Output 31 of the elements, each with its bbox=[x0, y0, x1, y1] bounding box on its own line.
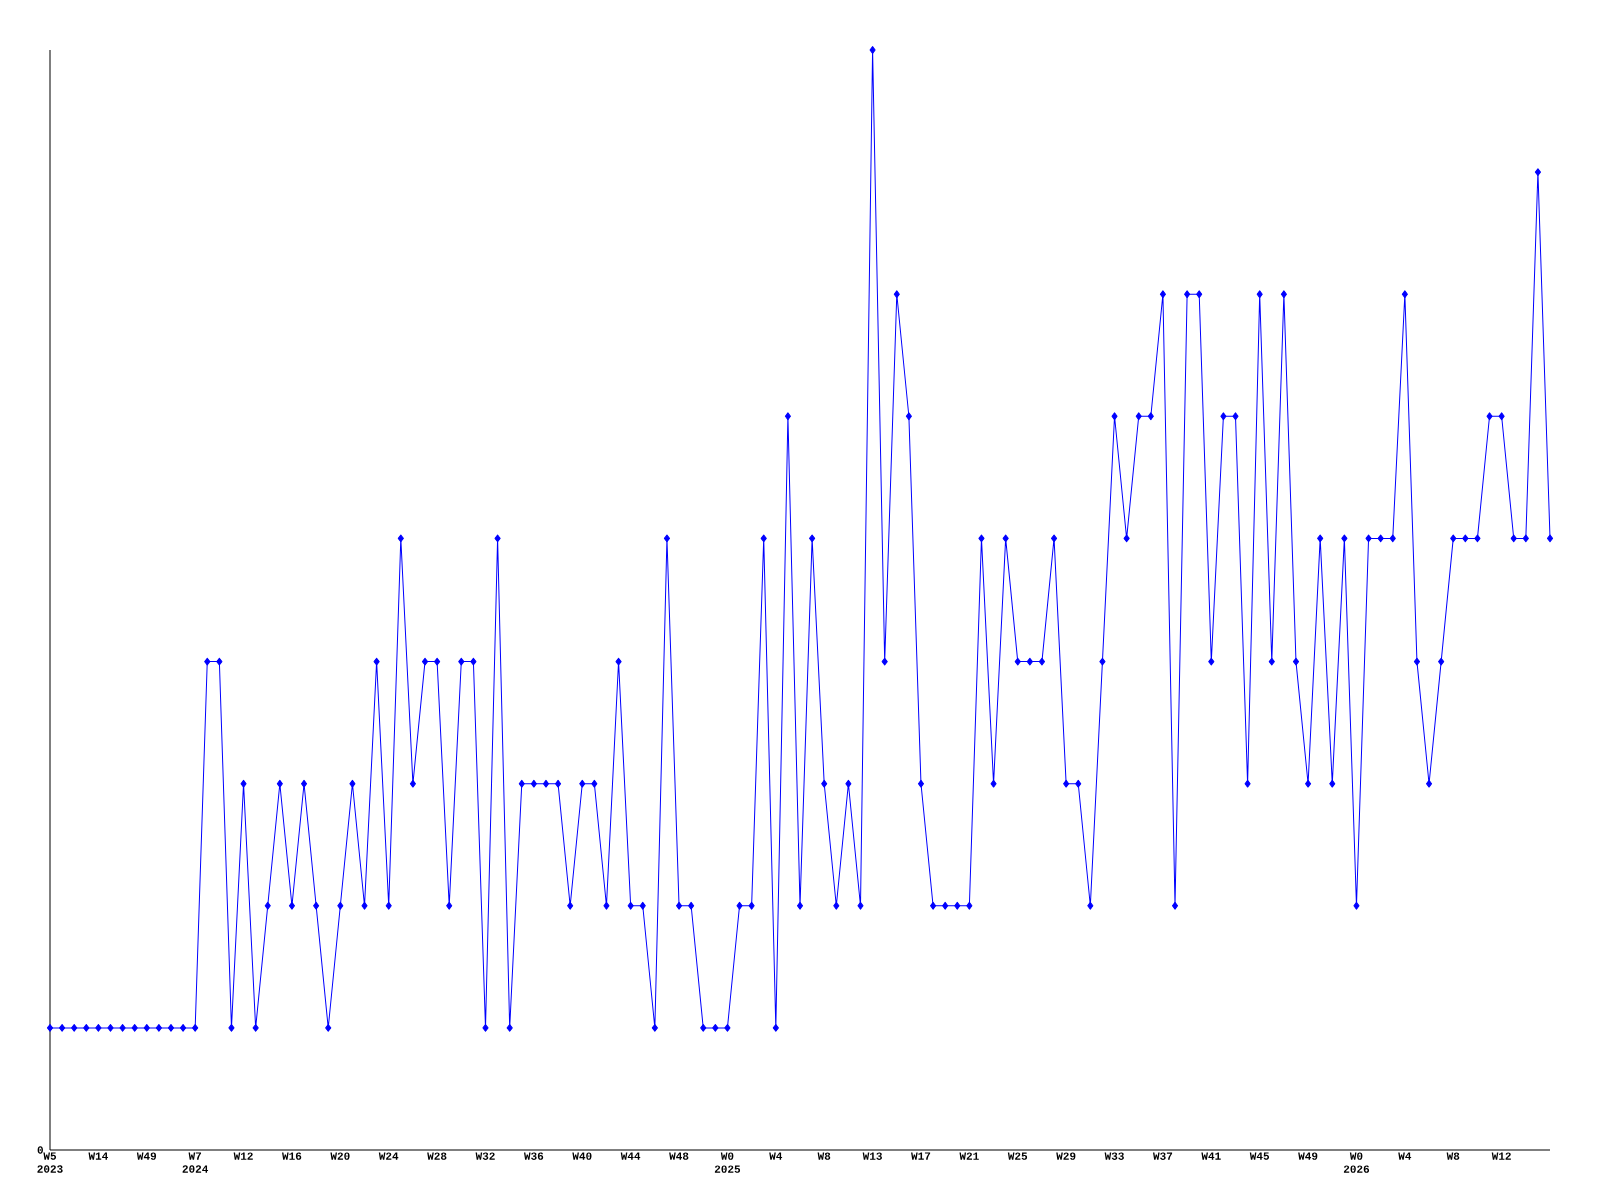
x-tick-label: W33 bbox=[1104, 1152, 1124, 1160]
x-tick-label: W48 bbox=[669, 1152, 689, 1160]
x-tick-label: W41 bbox=[1201, 1152, 1221, 1160]
x-tick-label: W21 bbox=[959, 1152, 979, 1160]
x-tick-label: W8 bbox=[817, 1152, 831, 1160]
x-tick-label: W7 2024 bbox=[182, 1152, 209, 1173]
x-tick-label: W4 bbox=[1398, 1152, 1412, 1160]
x-tick-label: W49 bbox=[1298, 1152, 1318, 1160]
x-tick-label: W16 bbox=[282, 1152, 302, 1160]
x-tick-label: W13 bbox=[862, 1152, 882, 1160]
x-tick-label: W4 bbox=[769, 1152, 783, 1160]
x-tick-label: W0 2026 bbox=[1343, 1152, 1370, 1173]
x-tick-label: W36 bbox=[523, 1152, 544, 1160]
x-tick-label: W20 bbox=[330, 1152, 350, 1160]
x-tick-label: W49 bbox=[136, 1152, 157, 1160]
x-tick-label: W28 bbox=[427, 1152, 447, 1160]
x-tick-label: W40 bbox=[572, 1152, 592, 1160]
x-tick-label: W45 bbox=[1249, 1152, 1270, 1160]
x-tick-label: W12 bbox=[233, 1152, 253, 1160]
x-tick-label: W29 bbox=[1056, 1152, 1076, 1160]
x-tick-label: W0 2025 bbox=[714, 1152, 741, 1173]
x-tick-label: W25 bbox=[1007, 1152, 1028, 1160]
x-tick-label: W12 bbox=[1491, 1152, 1511, 1160]
x-tick-label: W17 bbox=[911, 1152, 931, 1160]
x-tick-label: W37 bbox=[1153, 1152, 1173, 1160]
x-tick-label: W44 bbox=[620, 1152, 641, 1160]
x-tick-label: W14 bbox=[88, 1152, 108, 1160]
text: 0 bbox=[37, 1146, 43, 1154]
x-tick-label: W24 bbox=[378, 1152, 399, 1160]
x-tick-label: W32 bbox=[475, 1152, 495, 1160]
x-tick-label: W8 bbox=[1446, 1152, 1460, 1160]
